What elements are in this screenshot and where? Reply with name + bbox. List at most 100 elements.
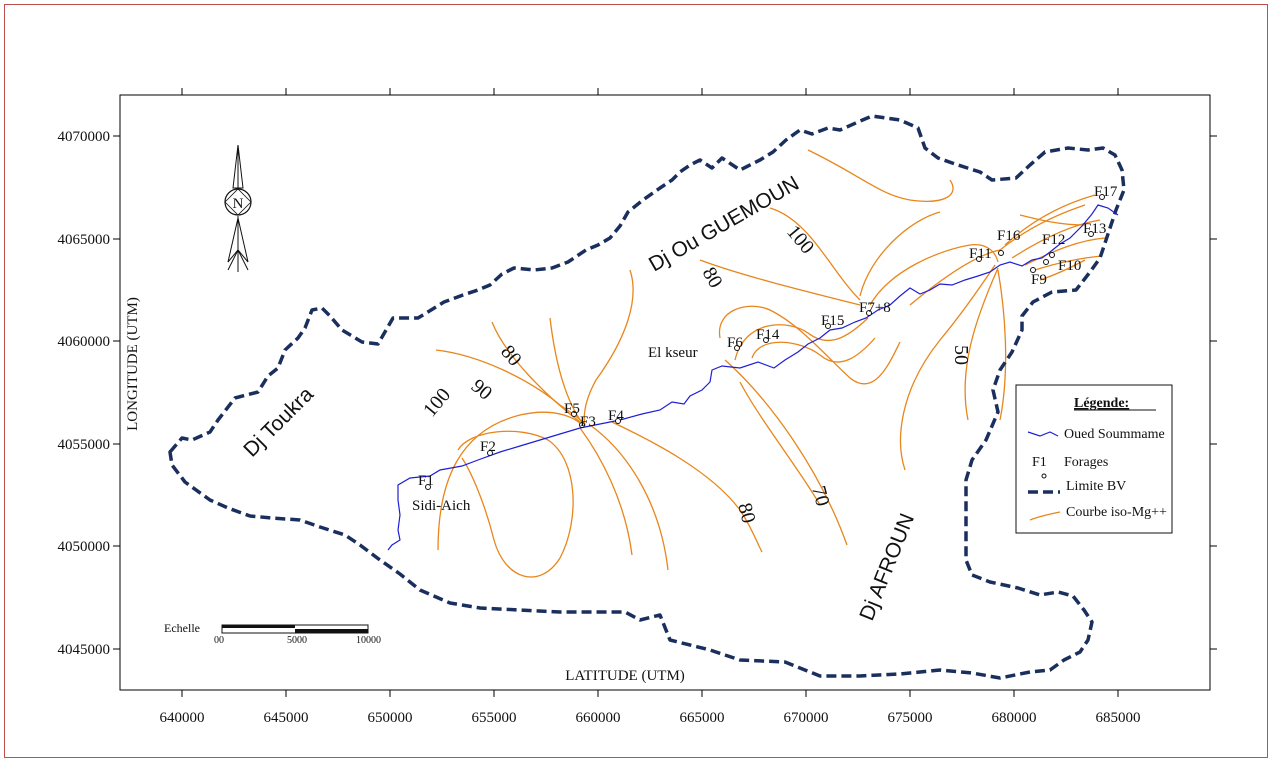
- contour-line: [859, 211, 941, 297]
- region-label-afroun: Dj AFROUN: [855, 510, 919, 624]
- well-marker: [976, 256, 982, 262]
- well-marker: [998, 250, 1004, 256]
- well-label: F4: [608, 408, 624, 424]
- contour-line: [437, 411, 583, 551]
- contour-line: [1034, 255, 1103, 271]
- contour-line: [1019, 214, 1086, 226]
- x-tick-label: 645000: [264, 710, 309, 726]
- iso-label: 80: [733, 501, 759, 526]
- contour-line: [999, 204, 1086, 251]
- well-marker: [734, 345, 740, 351]
- scale-tick: 10000: [356, 635, 381, 646]
- well-label: F11: [969, 246, 992, 262]
- contour-line: [899, 264, 996, 471]
- contour-line: [579, 427, 633, 556]
- y-tick-label: 4065000: [58, 232, 111, 248]
- contour-line: [734, 317, 869, 361]
- iso-label: 50: [950, 345, 972, 365]
- contour-line: [869, 244, 999, 306]
- well-label: F10: [1058, 258, 1081, 274]
- well-marker: [425, 484, 431, 490]
- well-label: F12: [1042, 232, 1065, 248]
- contour-line: [724, 359, 848, 546]
- basin-boundary: [168, 114, 1126, 680]
- contour-line: [491, 321, 581, 423]
- well-label: F17: [1094, 184, 1118, 200]
- well-marker: [1099, 194, 1105, 200]
- contour-line: [611, 421, 763, 553]
- well-label: F5: [564, 401, 580, 417]
- well-marker: [579, 422, 585, 428]
- page-frame: [4, 4, 1268, 758]
- x-tick-marks: [181, 88, 1119, 697]
- y-tick-label: 4060000: [58, 334, 111, 350]
- legend-title: Légende:: [1074, 396, 1129, 411]
- x-axis-title: LATITUDE (UTM): [565, 668, 685, 684]
- x-tick-label: 680000: [992, 710, 1037, 726]
- town-label-sidi-aich: Sidi-Aich: [412, 498, 471, 514]
- well-marker: [615, 418, 621, 424]
- contour-line: [1011, 219, 1101, 259]
- scale-tick: 00: [214, 635, 224, 646]
- contour-line: [583, 269, 634, 427]
- scale-tick: 5000: [287, 635, 307, 646]
- iso-label: 100: [419, 384, 455, 421]
- river-soummam: [387, 204, 1119, 551]
- well-label: F6: [727, 335, 743, 351]
- north-arrow-icon: N: [224, 144, 252, 272]
- scale-bar: Echelle 00 5000 10000: [164, 621, 381, 646]
- contour-line: [457, 430, 574, 578]
- iso-contours: [435, 149, 1106, 578]
- legend: Légende: Oued Soummame F1 Forages Limite…: [1015, 384, 1173, 534]
- scale-label: Echelle: [164, 621, 200, 635]
- legend-well-marker: [1041, 473, 1047, 479]
- legend-boundary-label: Limite BV: [1066, 479, 1126, 494]
- well-marker: [763, 337, 769, 343]
- contour-line: [1024, 237, 1106, 266]
- well-label: F9: [1031, 272, 1047, 288]
- town-label-el-kseur: El kseur: [648, 345, 698, 361]
- contour-line: [807, 149, 954, 202]
- contour-line: [1004, 194, 1096, 246]
- contour-line: [739, 381, 821, 506]
- well-label: F3: [580, 414, 596, 430]
- y-tick-label: 4055000: [58, 437, 111, 453]
- well-markers: [425, 194, 1105, 490]
- y-tick-label: 4070000: [58, 129, 111, 145]
- well-label: F16: [997, 228, 1021, 244]
- well-marker: [571, 411, 577, 417]
- x-tick-label: 660000: [576, 710, 621, 726]
- iso-label: 90: [467, 375, 496, 405]
- contour-line: [699, 259, 861, 306]
- y-tick-marks: [113, 135, 1217, 650]
- contour-line: [769, 207, 861, 301]
- legend-wells-label: Forages: [1064, 455, 1108, 470]
- y-axis-title: LONGITUDE (UTM): [125, 297, 141, 431]
- x-tick-label: 670000: [784, 710, 829, 726]
- well-label: F15: [821, 313, 844, 329]
- well-label: F14: [756, 327, 780, 343]
- well-marker: [1043, 259, 1049, 265]
- iso-label: 100: [782, 221, 818, 258]
- contour-line: [549, 317, 584, 425]
- well-label: F1: [418, 473, 434, 489]
- legend-river-swatch: [1027, 431, 1059, 437]
- x-tick-label: 675000: [888, 710, 933, 726]
- x-tick-label: 655000: [472, 710, 517, 726]
- well-label: F2: [480, 439, 496, 455]
- x-tick-label: 685000: [1096, 710, 1141, 726]
- contour-line: [964, 267, 999, 421]
- x-tick-label: 650000: [368, 710, 413, 726]
- well-label: F13: [1083, 221, 1106, 237]
- contour-line: [718, 305, 901, 385]
- region-label-guemoun: Dj Ou GUEMOUN: [645, 172, 803, 277]
- x-tick-label: 665000: [680, 710, 725, 726]
- contour-line: [1039, 259, 1086, 281]
- legend-river-label: Oued Soummame: [1064, 427, 1165, 442]
- iso-label: 80: [496, 341, 526, 370]
- well-marker: [1088, 231, 1094, 237]
- well-marker: [487, 450, 493, 456]
- contour-line: [751, 337, 876, 363]
- legend-contour-swatch: [1029, 511, 1061, 521]
